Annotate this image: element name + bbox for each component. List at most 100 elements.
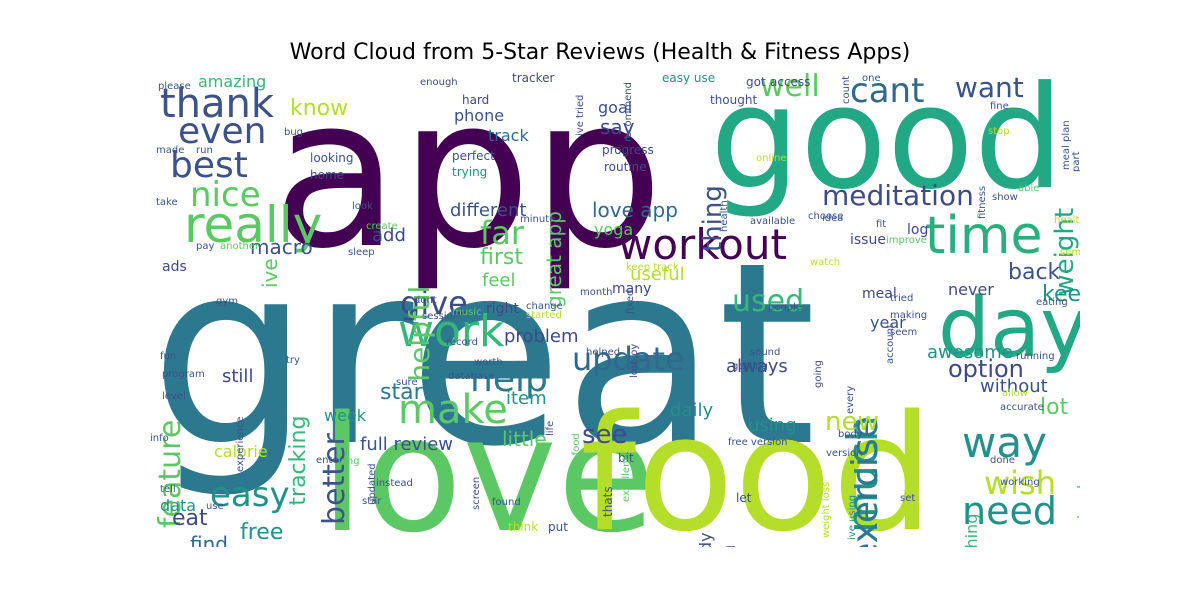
word-full-review: full review	[360, 434, 453, 455]
word-different: different	[450, 200, 527, 221]
word-working: working	[1000, 477, 1040, 488]
word-free-version: free version	[728, 437, 788, 448]
word-excellent: excellent	[621, 456, 632, 502]
word-give: give	[400, 284, 468, 322]
word-level: level	[162, 391, 186, 402]
word-star: star	[362, 496, 382, 507]
word-version: version	[826, 448, 863, 459]
word-run: run	[196, 145, 213, 156]
word-never: never	[948, 280, 994, 299]
word-calorie: calorie	[214, 442, 268, 461]
word-eating: eating	[1036, 297, 1068, 308]
word-love-app: love app	[592, 198, 678, 222]
chart-title: Word Cloud from 5-Star Reviews (Health &…	[289, 40, 911, 65]
word-day: day	[938, 281, 1080, 376]
word-fit: fit	[876, 219, 887, 230]
word-keep-track: keep track	[626, 262, 679, 273]
word-health: health	[719, 200, 730, 232]
word-many: many	[612, 281, 652, 297]
word-perfect: perfect	[452, 149, 495, 163]
word-thats: thats	[601, 486, 615, 517]
word-seem: seem	[890, 327, 918, 338]
word-item: item	[506, 388, 547, 409]
word-keep: keep	[1042, 282, 1080, 307]
word-first: first	[480, 245, 523, 270]
word-trying: trying	[452, 165, 488, 179]
word-everything: everything	[962, 514, 981, 547]
word-tell: tell	[160, 484, 176, 495]
word-tried: tried	[890, 293, 914, 304]
word-back: back	[1008, 260, 1061, 285]
word-count: count	[841, 75, 852, 104]
word-update: update	[572, 340, 685, 378]
word-want: want	[955, 72, 1024, 104]
word-started: started	[526, 310, 562, 321]
word-going: going	[813, 360, 824, 388]
word-see: see	[582, 420, 628, 450]
word-done: done	[990, 455, 1015, 466]
word-macro: macro	[250, 235, 313, 259]
word-routine: routine	[604, 160, 647, 174]
word-simple: simple	[1074, 474, 1080, 528]
word-feel: feel	[482, 270, 516, 291]
word-amazing: amazing	[198, 72, 267, 91]
word-life: life	[545, 420, 556, 436]
word-tracker: tracker	[512, 72, 555, 85]
word-really: really	[184, 196, 323, 254]
word-another: another	[220, 241, 260, 252]
word-awesome: awesome	[927, 342, 1013, 363]
word-gym: gym	[216, 296, 239, 307]
word-hard: hard	[462, 93, 490, 107]
word-eat: eat	[172, 506, 208, 531]
word-session: session	[422, 311, 460, 322]
word-dont: dont	[414, 295, 437, 306]
word-right: right	[486, 301, 519, 317]
word-ive: ive	[258, 258, 282, 288]
word-meal: meal	[862, 286, 897, 302]
word-fun: fun	[160, 351, 177, 362]
word-work: work	[398, 306, 505, 357]
word-pay: pay	[196, 241, 215, 252]
word-best: best	[170, 145, 248, 186]
word-database: database	[448, 371, 495, 382]
word-enter: enter	[316, 455, 343, 466]
word-sure: sure	[396, 377, 418, 388]
word-issue: issue	[850, 232, 886, 248]
word-show: show	[992, 192, 1018, 203]
word-found: found	[492, 497, 521, 508]
word-food: food	[580, 380, 934, 548]
word-create: create	[366, 221, 398, 232]
word-need: need	[962, 489, 1057, 533]
word-try: try	[286, 355, 300, 366]
word-already: already	[696, 532, 715, 547]
word-using: using	[748, 415, 797, 436]
word-meditation: meditation	[822, 179, 974, 212]
word-daily: daily	[670, 400, 714, 421]
word-well: well	[760, 72, 820, 104]
word-useful: useful	[630, 264, 685, 285]
word-phone: phone	[454, 106, 505, 125]
word-add: add	[372, 225, 406, 246]
word-nice: nice	[190, 175, 261, 215]
word-every: every	[845, 385, 856, 414]
word-know: know	[290, 96, 349, 121]
word-recommend: recommend	[623, 82, 634, 142]
word-looking: looking	[310, 151, 354, 165]
word-updated: updated	[367, 463, 378, 505]
word-track: track	[488, 126, 529, 145]
word-always: always	[726, 356, 788, 377]
word-home: home	[310, 168, 345, 182]
word-people: people	[768, 302, 802, 313]
word-fine: fine	[990, 101, 1009, 112]
word-better: better	[317, 433, 352, 525]
word-cloud: great app love food good workout day time really…	[150, 72, 1080, 547]
word-weight-loss: weight loss	[821, 481, 832, 538]
word-cant: cant	[850, 72, 925, 111]
word-instead: instead	[376, 478, 413, 489]
word-account: account	[885, 324, 896, 364]
word-great: great	[150, 209, 817, 502]
word-long: long	[338, 456, 360, 467]
word-ads: ads	[162, 259, 187, 275]
word-minute: minute	[520, 214, 556, 225]
word-healthy: healthy	[1054, 215, 1080, 226]
